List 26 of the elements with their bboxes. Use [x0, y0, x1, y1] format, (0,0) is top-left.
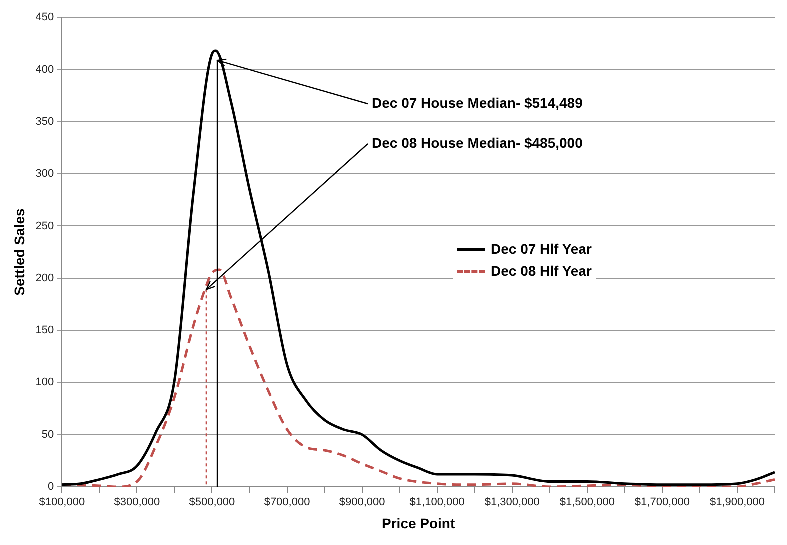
y-tick-label: 450 [36, 12, 54, 24]
y-tick-label: 250 [36, 220, 54, 232]
x-tick-label: $1,700,000 [634, 496, 690, 509]
y-tick-label: 0 [48, 481, 54, 494]
y-axis-title: Settled Sales [11, 208, 28, 296]
y-tick-label: 50 [42, 428, 54, 441]
ref-line-label: Dec 07 House Median- $514,489 [372, 94, 584, 111]
y-tick-label: 400 [36, 64, 54, 76]
legend-label: Dec 08 Hlf Year [491, 263, 592, 279]
ref-line-label: Dec 08 House Median- $485,000 [372, 134, 584, 151]
y-tick-label: 350 [36, 116, 54, 128]
y-tick-label: 200 [36, 272, 54, 284]
y-tick-label: 150 [36, 324, 54, 337]
x-axis-title: Price Point [382, 515, 456, 532]
x-tick-label: $1,900,000 [710, 496, 766, 509]
x-tick-label: $1,500,000 [560, 496, 615, 509]
legend-label: Dec 07 Hlf Year [491, 241, 592, 257]
x-tick-label: $900,000 [339, 496, 386, 509]
x-tick-label: $100,000 [39, 496, 86, 509]
x-tick-label: $1,300,000 [484, 496, 540, 509]
x-tick-label: $300,000 [114, 496, 160, 509]
y-tick-label: 300 [36, 168, 54, 180]
x-tick-label: $700,000 [264, 496, 310, 509]
x-tick-label: $500,000 [189, 496, 236, 509]
y-tick-label: 100 [36, 376, 54, 389]
x-tick-label: $1,100,000 [410, 496, 465, 509]
